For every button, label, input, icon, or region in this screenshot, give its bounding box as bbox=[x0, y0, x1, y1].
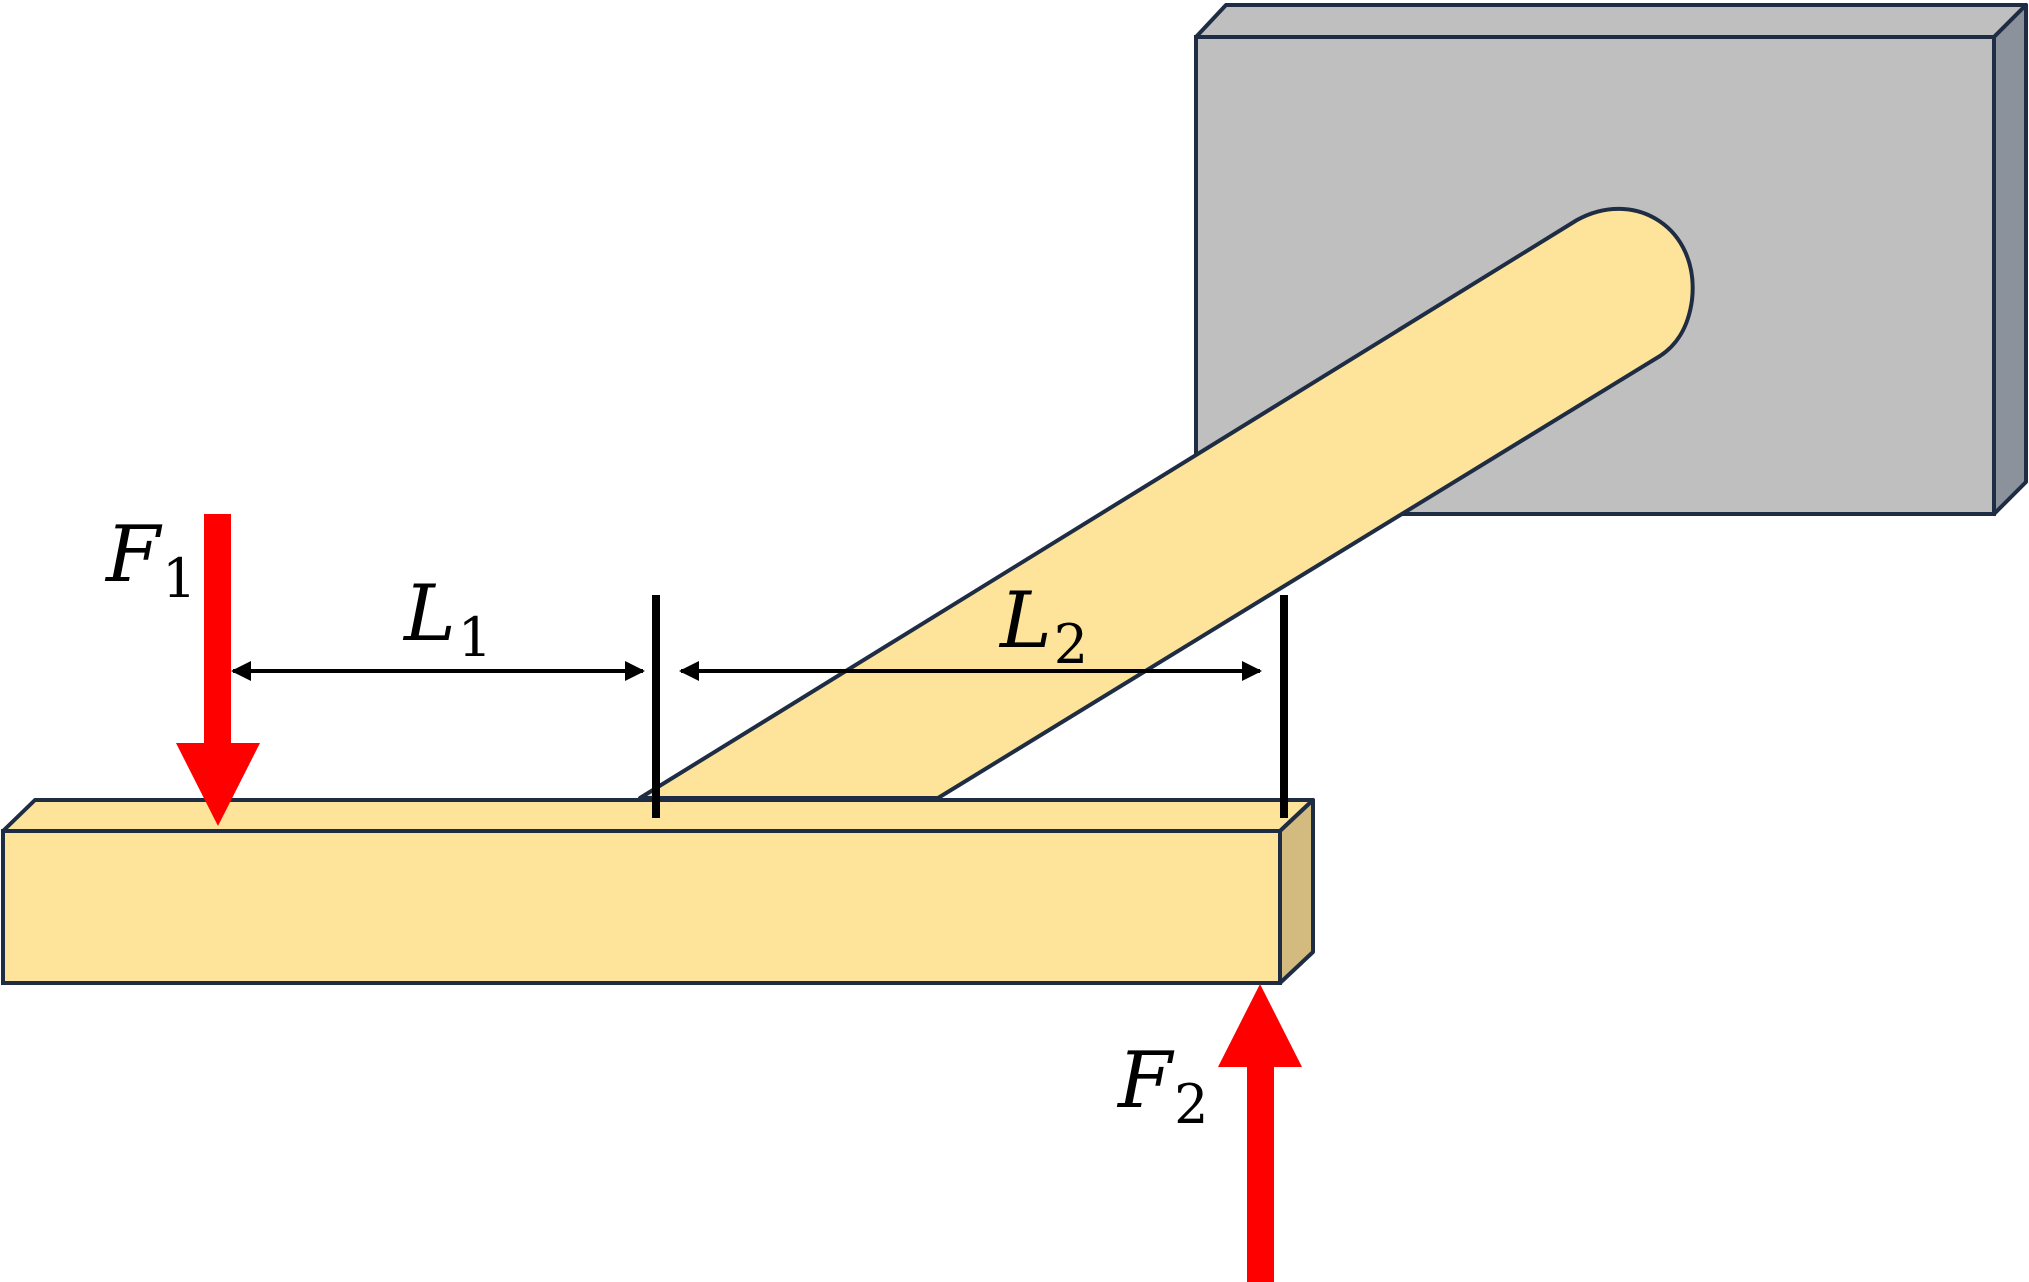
bar-front-face bbox=[1, 829, 1282, 985]
label-l2: L2 bbox=[998, 576, 1088, 676]
label-f1: F1 bbox=[104, 510, 196, 610]
horizontal-bar bbox=[1, 798, 1315, 985]
wall-side-face bbox=[1992, 3, 2028, 516]
label-f2: F2 bbox=[1116, 1036, 1208, 1136]
diagonal-rod bbox=[638, 207, 1695, 800]
force-f1-arrow bbox=[176, 514, 260, 826]
label-l1: L1 bbox=[402, 569, 492, 669]
force-f2-arrow bbox=[1218, 984, 1302, 1282]
wall-top-face bbox=[1194, 3, 2028, 39]
bar-side-face bbox=[1278, 798, 1315, 985]
